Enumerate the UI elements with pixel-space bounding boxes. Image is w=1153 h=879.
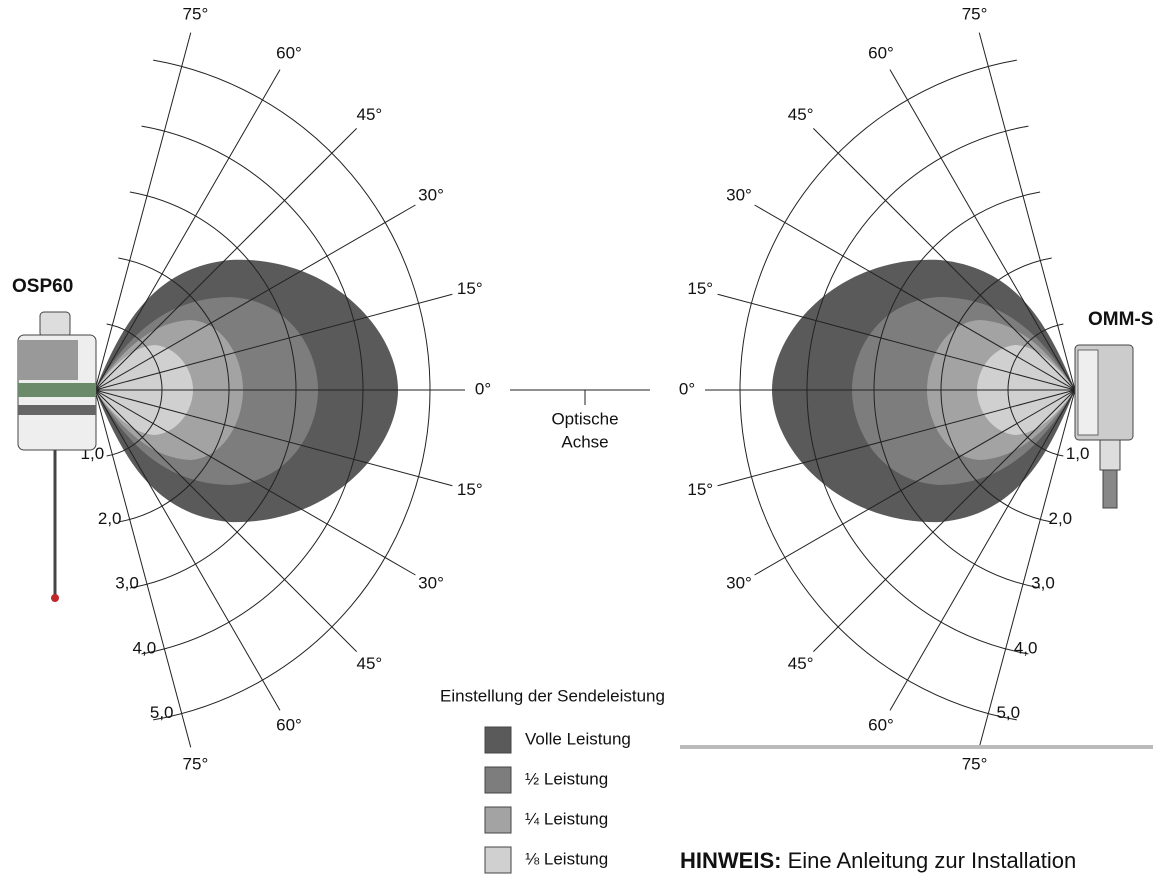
- angle-label: 15°: [687, 279, 713, 298]
- osp60-device: [17, 311, 97, 602]
- legend-swatch: [484, 846, 512, 874]
- radial-line: [94, 389, 281, 711]
- angle-label: 75°: [183, 754, 209, 773]
- angle-label: 45°: [788, 105, 814, 124]
- radial-line: [94, 389, 453, 487]
- angle-label: 30°: [726, 573, 752, 592]
- legend-label: ½ Leistung: [525, 769, 608, 788]
- ring-label: 3,0: [115, 574, 139, 593]
- angle-label: 75°: [962, 5, 988, 24]
- device-label: OMM-S: [1088, 309, 1153, 330]
- axis-label: Optische: [551, 409, 618, 428]
- ring-label: 2,0: [1048, 509, 1072, 528]
- radial-line: [94, 204, 416, 391]
- angle-label: 45°: [356, 654, 382, 673]
- angle-label: 45°: [788, 654, 814, 673]
- angle-label: 60°: [868, 43, 894, 62]
- radial-line: [889, 69, 1076, 391]
- radial-line: [94, 389, 357, 652]
- radial-line: [717, 389, 1076, 487]
- angle-label: 15°: [457, 480, 483, 499]
- left-lobes: [95, 259, 398, 523]
- radial-line: [94, 32, 192, 391]
- radial-line: [813, 128, 1076, 391]
- radial-line: [978, 389, 1076, 748]
- ring-label: 5,0: [150, 703, 174, 722]
- radial-line: [94, 293, 453, 391]
- radial-line: [754, 389, 1076, 576]
- ring-label: 1,0: [1066, 444, 1090, 463]
- angle-label: 0°: [475, 379, 491, 398]
- polar-grid: 1,0 2,0 3,0 4,0 5,0 75° 60° 45° 30° 15° 0° 15° 30° 45…: [81, 5, 1090, 774]
- radial-line: [717, 293, 1076, 391]
- note-text: Eine Anleitung zur Installation: [788, 848, 1077, 873]
- radial-line: [754, 204, 1076, 391]
- legend-title: Einstellung der Sendeleistung: [440, 686, 665, 705]
- radial-line: [94, 128, 357, 391]
- radial-line: [94, 389, 192, 748]
- angle-label: 60°: [276, 716, 302, 735]
- ring-label: 2,0: [98, 509, 122, 528]
- radial-line: [813, 389, 1076, 652]
- right-lobes: [772, 259, 1075, 523]
- legend-swatch: [484, 806, 512, 834]
- legend-label: ¼ Leistung: [525, 809, 608, 828]
- angle-label: 30°: [418, 185, 444, 204]
- radial-line: [94, 69, 281, 391]
- radial-line: [94, 389, 416, 576]
- ring-label: 5,0: [996, 703, 1020, 722]
- ring-label: 3,0: [1031, 574, 1055, 593]
- angle-label: 75°: [962, 754, 988, 773]
- angle-label: 30°: [726, 185, 752, 204]
- legend-swatch: [484, 766, 512, 794]
- note-bold: HINWEIS:: [680, 848, 781, 873]
- legend: Volle Leistung ½ Leistung ¼ Leistung ⅛ Leis…: [484, 726, 631, 874]
- note: HINWEIS: Eine Anleitung zur Installation: [680, 848, 1076, 873]
- device-label: OSP60: [12, 276, 73, 297]
- angle-label: 75°: [183, 5, 209, 24]
- omm-s-device: [1074, 344, 1134, 509]
- legend-label: ⅛ Leistung: [525, 849, 608, 868]
- angle-label: 15°: [457, 279, 483, 298]
- axis-label: Achse: [561, 432, 608, 451]
- angle-label: 60°: [868, 716, 894, 735]
- angle-label: 15°: [687, 480, 713, 499]
- legend-swatch: [484, 726, 512, 754]
- radial-line: [889, 389, 1076, 711]
- radial-line: [978, 32, 1076, 391]
- ring-label: 4,0: [1014, 638, 1038, 657]
- legend-label: Volle Leistung: [525, 729, 631, 748]
- angle-label: 0°: [679, 379, 695, 398]
- angle-label: 45°: [356, 105, 382, 124]
- angle-label: 30°: [418, 573, 444, 592]
- ring-label: 4,0: [133, 638, 157, 657]
- angle-label: 60°: [276, 43, 302, 62]
